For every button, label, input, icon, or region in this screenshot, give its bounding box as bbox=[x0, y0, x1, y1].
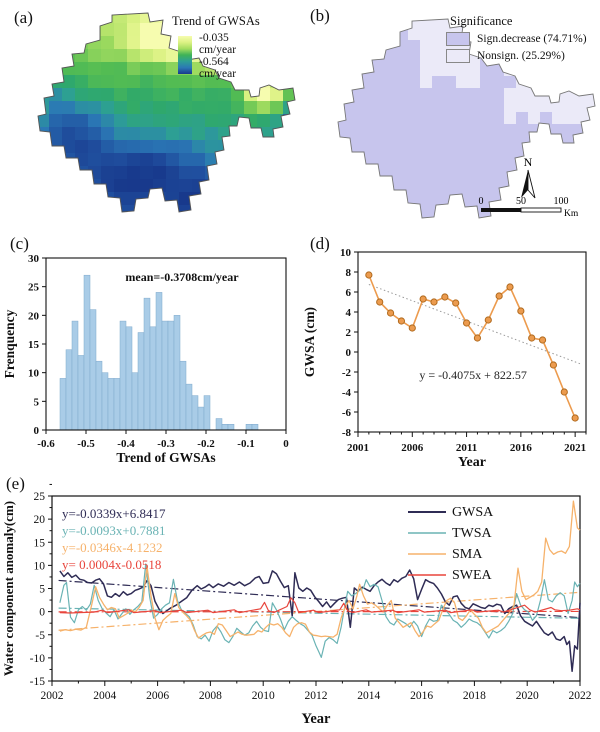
svg-text:2008: 2008 bbox=[199, 690, 222, 702]
svg-text:y = -0.4075x + 822.57: y = -0.4075x + 822.57 bbox=[419, 368, 527, 382]
svg-text:10: 10 bbox=[340, 247, 352, 259]
svg-text:0: 0 bbox=[34, 425, 40, 437]
svg-text:5: 5 bbox=[39, 584, 45, 596]
svg-text:15: 15 bbox=[28, 339, 40, 351]
trend-legend-min-label: -0.564 cm/year bbox=[199, 56, 237, 80]
significance-legend-title: Significance bbox=[450, 14, 513, 28]
svg-text:y=-0.0339x+6.8417: y=-0.0339x+6.8417 bbox=[62, 506, 166, 521]
panel-a-letter: (a) bbox=[14, 8, 33, 27]
svg-text:-8: -8 bbox=[342, 427, 352, 439]
svg-text:20: 20 bbox=[28, 310, 40, 322]
svg-text:10: 10 bbox=[28, 368, 40, 380]
svg-text:10: 10 bbox=[34, 560, 46, 572]
svg-text:2006: 2006 bbox=[401, 442, 424, 454]
svg-text:2006: 2006 bbox=[146, 690, 169, 702]
panel-c-letter: (c) bbox=[10, 234, 29, 253]
legend-item-sign-decrease: Sign.decrease (74.71%) bbox=[446, 32, 587, 46]
svg-text:15: 15 bbox=[34, 537, 46, 549]
svg-text:SWEA: SWEA bbox=[452, 568, 493, 583]
svg-text:-5: -5 bbox=[35, 630, 45, 642]
svg-text:2011: 2011 bbox=[456, 442, 477, 454]
svg-text:-10: -10 bbox=[30, 653, 46, 665]
trend-map-canvas bbox=[37, 12, 296, 213]
svg-text:SMA: SMA bbox=[452, 547, 483, 562]
svg-text:4: 4 bbox=[346, 307, 352, 319]
svg-text:-4: -4 bbox=[342, 387, 352, 399]
svg-text:mean=-0.3708cm/year: mean=-0.3708cm/year bbox=[125, 270, 239, 284]
svg-text:20: 20 bbox=[34, 514, 46, 526]
svg-text:-2: -2 bbox=[342, 367, 352, 379]
panel-d-letter: (d) bbox=[310, 234, 330, 253]
svg-text:-0.6: -0.6 bbox=[37, 438, 55, 450]
panel-d-gwsa-chart: 2001 2006 2011 2016 2021 -8 -6 -4 -2 0 2 4 6 8 10 y = -… bbox=[300, 230, 600, 470]
svg-text:2010: 2010 bbox=[252, 690, 275, 702]
panel-e-letter: (e) bbox=[6, 474, 25, 493]
svg-text:-6: -6 bbox=[342, 407, 352, 419]
svg-text:2016: 2016 bbox=[410, 690, 433, 702]
svg-text:2021: 2021 bbox=[564, 442, 586, 454]
svg-text:Year: Year bbox=[458, 455, 486, 470]
panel-e-anomaly-chart: 2002 2004 2006 2008 2010 2012 2014 2016 2018 2020… bbox=[0, 470, 600, 732]
significance-legend: Significance Sign.decrease (74.71%) Nons… bbox=[446, 14, 587, 63]
svg-text:GWSA: GWSA bbox=[452, 505, 494, 520]
panel-b-letter: (b) bbox=[310, 6, 330, 25]
svg-text:2022: 2022 bbox=[569, 690, 592, 702]
anomaly-chart-canvas: 2002 2004 2006 2008 2010 2012 2014 2016 2018 2020… bbox=[1, 483, 592, 727]
svg-text:5: 5 bbox=[34, 396, 40, 408]
svg-text:2014: 2014 bbox=[357, 690, 380, 702]
svg-text:2012: 2012 bbox=[305, 690, 328, 702]
trend-legend-max-label: -0.035 cm/year bbox=[199, 32, 237, 56]
panel-a-trend-map: Trend of GWSAs -0.035 cm/year -0.564 cm/… bbox=[0, 0, 300, 230]
svg-text:Year: Year bbox=[302, 711, 332, 727]
svg-text:y=-0.0346x-4.1232: y=-0.0346x-4.1232 bbox=[62, 540, 163, 555]
panel-c-histogram: -0.6 -0.5 -0.4 -0.3 -0.2 -0.1 0 0 5 10 15 20 25 30 mea… bbox=[0, 230, 300, 470]
svg-text:25: 25 bbox=[34, 491, 46, 503]
trend-legend-title: Trend of GWSAs bbox=[172, 14, 260, 28]
svg-text:-0.2: -0.2 bbox=[197, 438, 215, 450]
svg-text:2020: 2020 bbox=[516, 690, 539, 702]
trend-map-legend: Trend of GWSAs -0.035 cm/year -0.564 cm/… bbox=[172, 14, 260, 80]
svg-text:y=-0.0093x+0.7881: y=-0.0093x+0.7881 bbox=[62, 523, 166, 538]
histogram-canvas: -0.6 -0.5 -0.4 -0.3 -0.2 -0.1 0 0 5 10 15 20 25 30 mea… bbox=[2, 253, 289, 465]
svg-text:Frenquency: Frenquency bbox=[2, 309, 17, 378]
svg-text:-0.4: -0.4 bbox=[117, 438, 135, 450]
svg-text:6: 6 bbox=[346, 287, 352, 299]
svg-text:2016: 2016 bbox=[510, 442, 533, 454]
sign-decrease-swatch bbox=[446, 32, 470, 46]
svg-text:2002: 2002 bbox=[41, 690, 64, 702]
trend-colorbar bbox=[178, 36, 192, 74]
svg-text:2004: 2004 bbox=[93, 690, 116, 702]
svg-text:2018: 2018 bbox=[463, 690, 486, 702]
svg-text:2: 2 bbox=[346, 327, 352, 339]
gwsa-chart-canvas: 2001 2006 2011 2016 2021 -8 -6 -4 -2 0 2 4 6 8 10 y = -… bbox=[302, 247, 587, 470]
nonsign-label: Nonsign. (25.29%) bbox=[477, 50, 565, 62]
panel-b-significance-map: Significance Sign.decrease (74.71%) Nons… bbox=[300, 0, 600, 230]
svg-text:-0.3: -0.3 bbox=[157, 438, 175, 450]
svg-text:y= 0.0004x-0.0518: y= 0.0004x-0.0518 bbox=[62, 557, 161, 572]
svg-text:GWSA (cm): GWSA (cm) bbox=[302, 307, 317, 377]
nonsign-swatch bbox=[446, 49, 470, 63]
svg-text:TWSA: TWSA bbox=[452, 526, 493, 541]
svg-text:8: 8 bbox=[346, 267, 352, 279]
sign-decrease-label: Sign.decrease (74.71%) bbox=[477, 33, 587, 45]
svg-text:-0.1: -0.1 bbox=[237, 438, 254, 450]
svg-text:Trend of GWSAs: Trend of GWSAs bbox=[116, 450, 215, 465]
svg-text:30: 30 bbox=[28, 253, 40, 265]
svg-text:Water component anomaly(cm): Water component anomaly(cm) bbox=[1, 501, 16, 676]
svg-text:0: 0 bbox=[346, 347, 352, 359]
svg-text:0: 0 bbox=[283, 438, 289, 450]
svg-text:2001: 2001 bbox=[347, 442, 369, 454]
legend-item-nonsign: Nonsign. (25.29%) bbox=[446, 49, 587, 63]
svg-text:0: 0 bbox=[39, 607, 45, 619]
svg-text:-15: -15 bbox=[30, 676, 46, 688]
svg-text:-0.5: -0.5 bbox=[77, 438, 95, 450]
svg-text:25: 25 bbox=[28, 282, 40, 294]
